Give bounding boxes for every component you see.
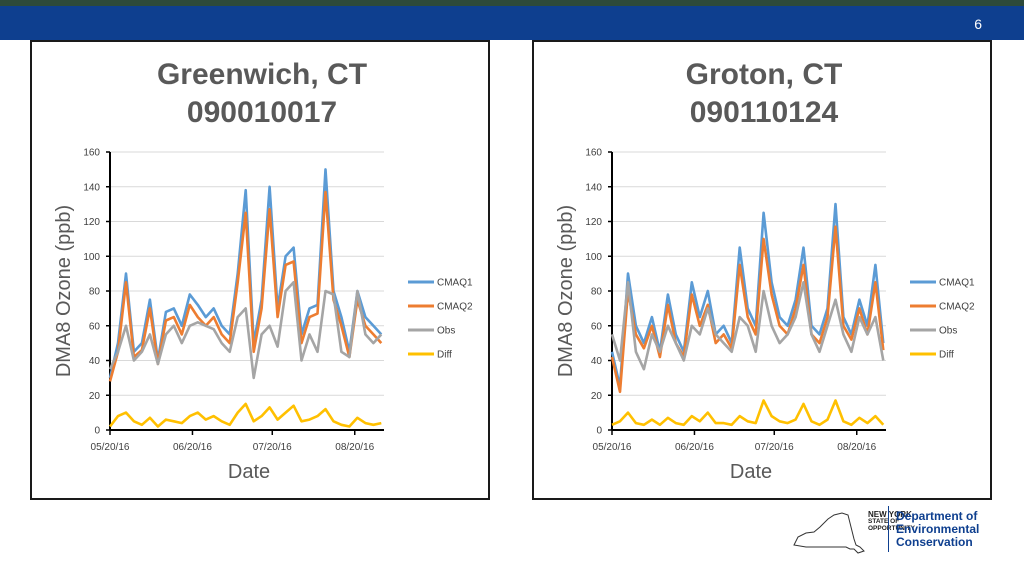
chart-title: Groton, CT [686, 58, 843, 91]
nys-logo-text: NEW YORK STATE OF OPPORTUNITY [868, 510, 915, 533]
chart-groton: Groton, CT 090110124 0 20 40 60 80 100 120 140 160… [555, 58, 975, 483]
header-bar: 6 [0, 6, 1024, 40]
y-tick-label: 120 [585, 217, 602, 228]
chart-subtitle: 090110124 [690, 96, 839, 129]
dec-logo-text: Department of Environmental Conservation [896, 510, 979, 549]
y-tick-label: 80 [89, 287, 101, 298]
x-axis-label: Date [730, 461, 772, 483]
legend-label: CMAQ2 [437, 302, 473, 313]
x-tick-label: 06/20/16 [173, 442, 212, 453]
x-tick-label: 05/20/16 [593, 442, 632, 453]
dec-line-2: Environmental [896, 522, 980, 536]
legend-label: CMAQ2 [939, 302, 975, 313]
y-tick-label: 140 [83, 182, 100, 193]
x-tick-label: 07/20/16 [755, 442, 794, 453]
top-accent-bar [0, 0, 1024, 6]
y-tick-label: 0 [94, 426, 100, 437]
chart-panel-greenwich: Greenwich, CT 090010017 0 20 40 60 80 100 120 140… [30, 40, 490, 500]
y-tick-label: 20 [591, 391, 603, 402]
x-axis-label: Date [228, 461, 270, 483]
y-tick-label: 140 [585, 182, 602, 193]
series-line-obs [108, 281, 383, 380]
legend-label: Diff [437, 350, 452, 361]
y-axis-label: DMA8 Ozone (ppb) [555, 205, 577, 377]
legend-label: Obs [437, 326, 455, 337]
chart-greenwich: Greenwich, CT 090010017 0 20 40 60 80 100 120 140… [53, 58, 473, 483]
y-tick-label: 60 [591, 321, 603, 332]
x-tick-label: 08/20/16 [335, 442, 374, 453]
y-tick-label: 160 [585, 148, 602, 159]
y-tick-label: 60 [89, 321, 101, 332]
y-tick-label: 100 [83, 252, 100, 263]
series-line-diff [611, 399, 885, 427]
y-tick-label: 20 [89, 391, 101, 402]
y-tick-label: 40 [591, 356, 603, 367]
nys-line-2: STATE OF [868, 518, 900, 525]
y-tick-label: 120 [83, 217, 100, 228]
legend-label: Obs [939, 326, 957, 337]
series-line-cmaq2 [610, 225, 885, 394]
chart-subtitle: 090010017 [187, 96, 337, 129]
series-line-diff [108, 402, 382, 428]
x-tick-label: 06/20/16 [675, 442, 714, 453]
legend-label: Diff [939, 350, 954, 361]
logo-divider [888, 506, 889, 552]
y-tick-label: 0 [596, 426, 602, 437]
x-tick-label: 08/20/16 [837, 442, 876, 453]
legend-label: CMAQ1 [939, 278, 975, 289]
nys-map-icon [793, 512, 865, 554]
chart-title: Greenwich, CT [157, 58, 367, 91]
series-line-obs [610, 281, 885, 371]
y-tick-label: 80 [591, 287, 603, 298]
y-tick-label: 40 [89, 356, 101, 367]
legend-label: CMAQ1 [437, 278, 473, 289]
x-tick-label: 05/20/16 [91, 442, 130, 453]
dec-line-3: Conservation [896, 535, 973, 549]
nys-line-1: NEW YORK [868, 510, 912, 519]
y-tick-label: 100 [585, 252, 602, 263]
series-line-cmaq2 [108, 190, 383, 382]
nys-line-3: OPPORTUNITY [868, 525, 915, 532]
slide-number: 6 [974, 16, 982, 32]
x-tick-label: 07/20/16 [253, 442, 292, 453]
chart-panel-groton: Groton, CT 090110124 0 20 40 60 80 100 120 140 160… [532, 40, 992, 500]
y-axis-label: DMA8 Ozone (ppb) [53, 205, 75, 377]
series-line-cmaq1 [610, 202, 885, 388]
y-tick-label: 160 [83, 148, 100, 159]
dec-line-1: Department of [896, 509, 978, 523]
